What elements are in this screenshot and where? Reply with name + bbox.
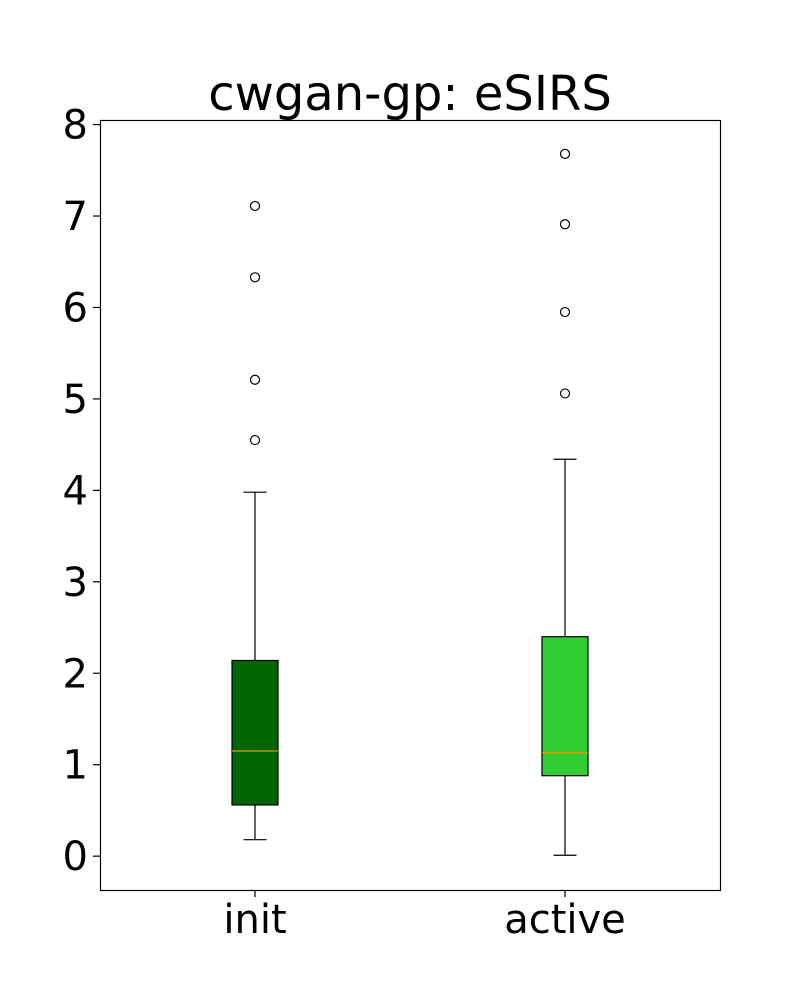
outlier-point <box>559 219 571 230</box>
plot-frame <box>99 119 722 892</box>
y-tick-label: 3 <box>63 560 88 606</box>
y-tick-label: 6 <box>63 285 88 331</box>
y-tick-label: 1 <box>63 743 88 789</box>
chart-title: cwgan-gp: eSIRS <box>208 66 612 122</box>
y-axis: 0 1 2 3 4 5 6 7 8 <box>63 103 100 880</box>
x-tick-label: active <box>504 897 626 943</box>
y-tick-label: 4 <box>63 468 88 514</box>
outlier-point <box>249 200 261 212</box>
x-tick-label: init <box>223 897 286 943</box>
box-body <box>541 636 589 777</box>
y-tick-label: 0 <box>63 834 88 880</box>
y-tick-label: 7 <box>63 194 88 240</box>
x-axis: init active <box>223 890 626 943</box>
y-tick-label: 5 <box>63 377 88 423</box>
boxes <box>231 148 589 856</box>
y-tick-label: 2 <box>63 651 88 697</box>
box-active <box>541 148 589 856</box>
outlier-point <box>559 388 571 399</box>
box-init <box>231 200 279 841</box>
y-tick-label: 8 <box>63 103 88 149</box>
outlier-point <box>249 434 261 446</box>
box-body <box>231 659 279 806</box>
outlier-point <box>559 148 571 159</box>
outlier-point <box>559 306 571 318</box>
outlier-point <box>249 374 261 385</box>
outlier-point <box>249 272 261 283</box>
